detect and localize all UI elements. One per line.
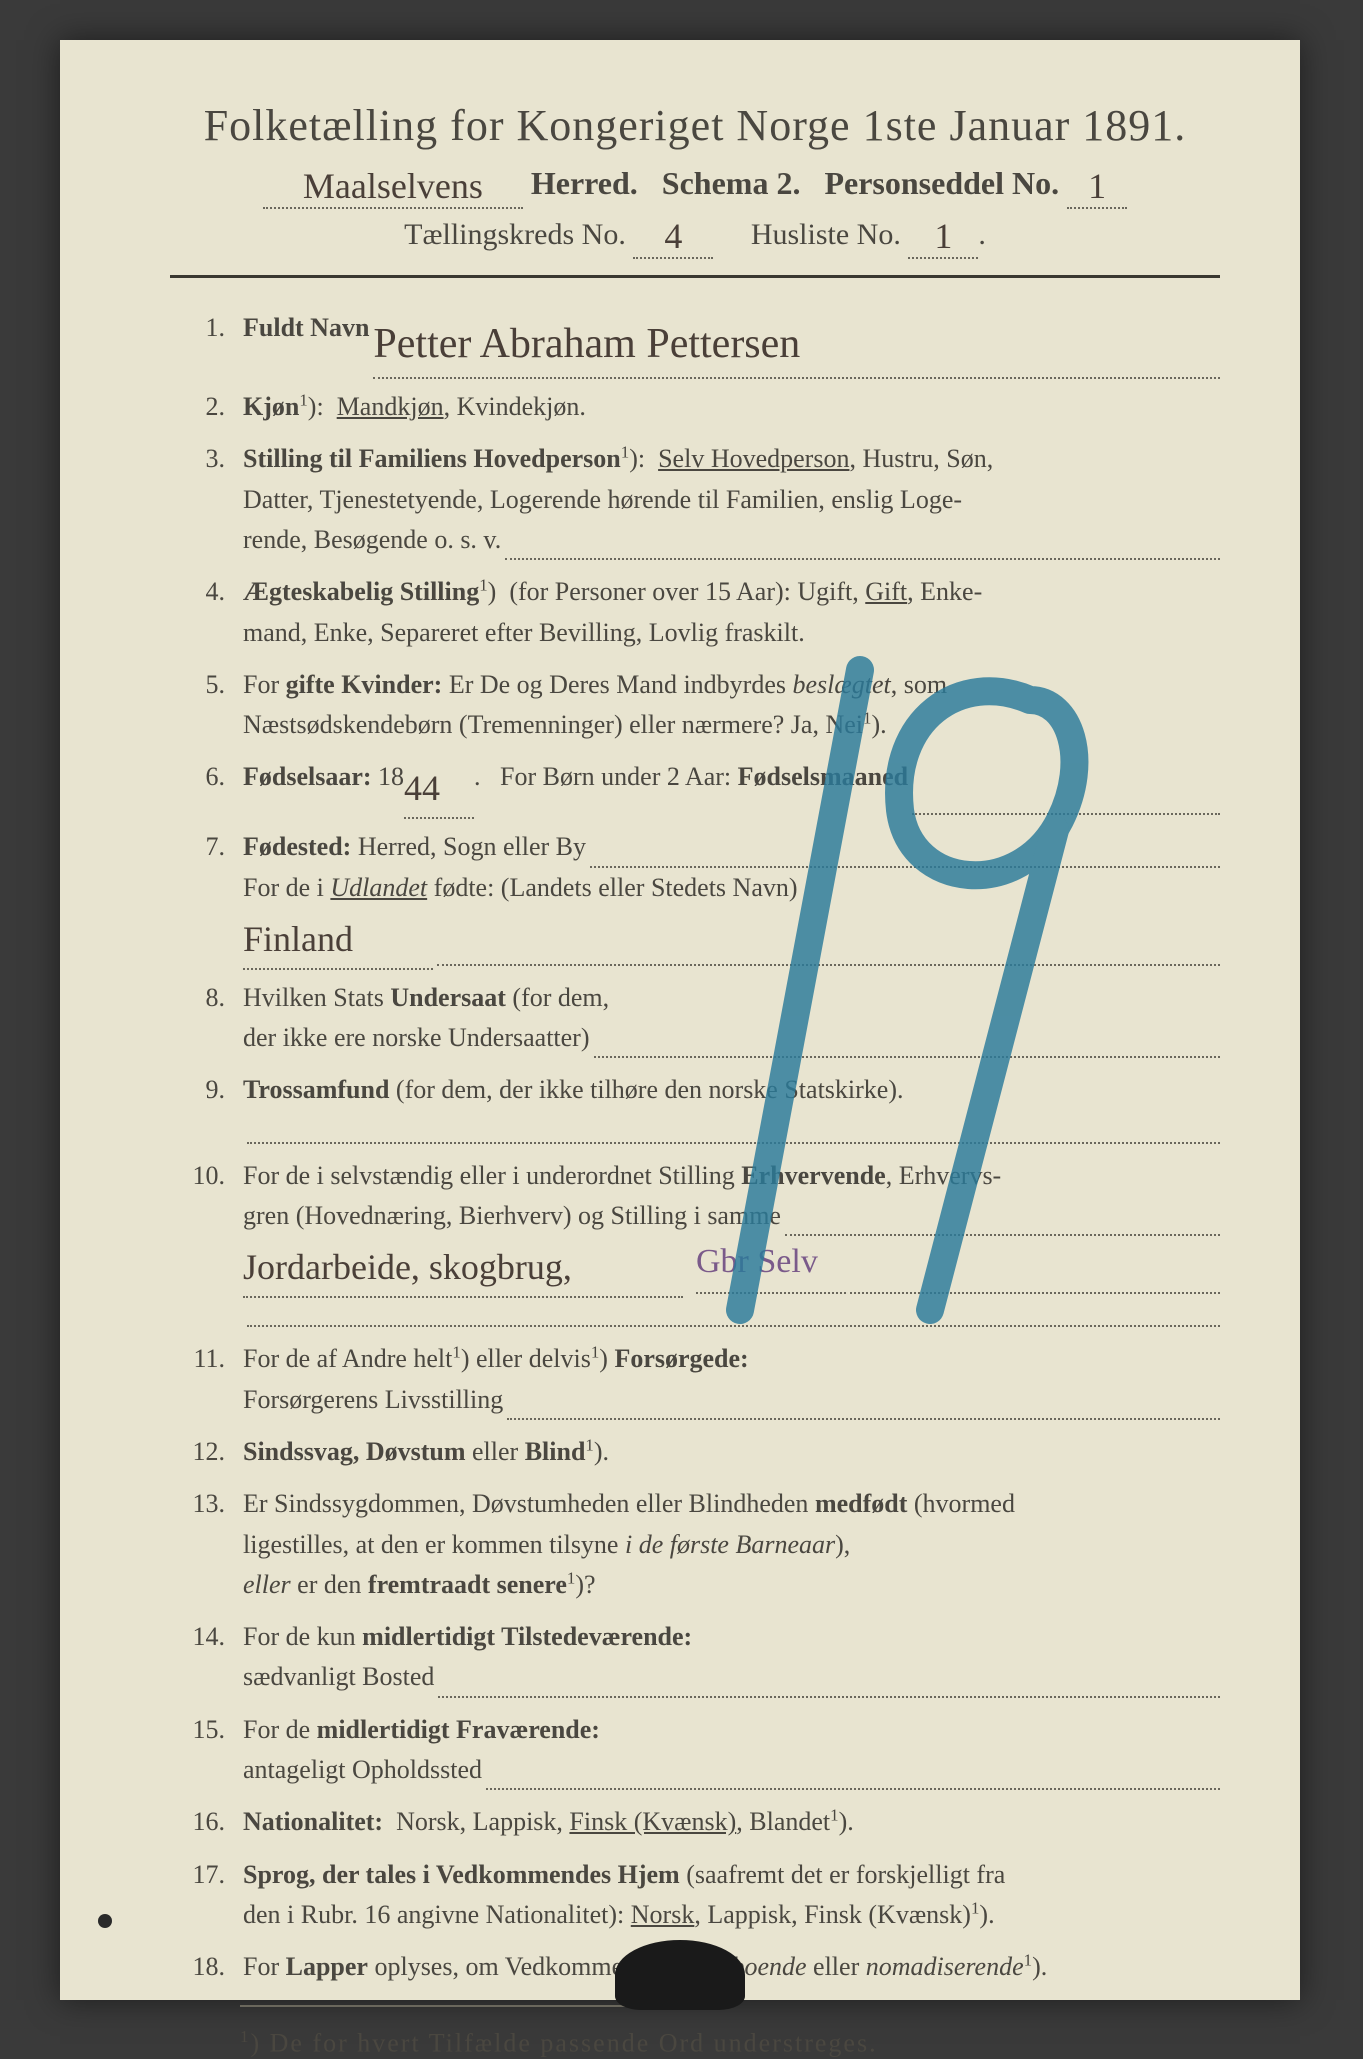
- field-8: 8. Hvilken Stats Undersaat (for dem, der…: [170, 978, 1220, 1059]
- person-no: 1: [1067, 165, 1127, 209]
- paper-tear: [615, 1940, 745, 2010]
- header-line-1: Maalselvens Herred. Schema 2. Personsedd…: [170, 161, 1220, 205]
- occupation-value: Jordarbeide, skogbrug,: [243, 1240, 683, 1298]
- full-name-value: Petter Abraham Pettersen: [373, 312, 1220, 379]
- field-15: 15. For de midlertidigt Fraværende: anta…: [170, 1710, 1220, 1791]
- pin-hole: [98, 1914, 112, 1928]
- field-4: 4. Ægteskabelig Stilling1) (for Personer…: [170, 572, 1220, 653]
- position-selected: Selv Hovedperson: [658, 444, 849, 473]
- field-17: 17. Sprog, der tales i Vedkommendes Hjem…: [170, 1855, 1220, 1936]
- field-13: 13. Er Sindssygdommen, Døvstumheden elle…: [170, 1484, 1220, 1605]
- main-title: Folketælling for Kongeriget Norge 1ste J…: [170, 100, 1220, 151]
- birthplace-value: Finland: [243, 912, 433, 970]
- herred-value: Maalselvens: [263, 165, 523, 209]
- field-16: 16. Nationalitet: Norsk, Lappisk, Finsk …: [170, 1802, 1220, 1842]
- field-12: 12. Sindssvag, Døvstum eller Blind1).: [170, 1432, 1220, 1472]
- footnote-divider: [240, 2005, 660, 2007]
- field-3: 3. Stilling til Familiens Hovedperson1):…: [170, 439, 1220, 560]
- header-line-2: Tællingskreds No. 4 Husliste No. 1.: [170, 211, 1220, 255]
- footnote: 1) De for hvert Tilfælde passende Ord un…: [170, 2027, 1220, 2059]
- language-selected: Norsk: [631, 1900, 695, 1929]
- birth-year: 44: [404, 761, 474, 819]
- field-14: 14. For de kun midlertidigt Tilstedevære…: [170, 1617, 1220, 1698]
- field-5: 5. For gifte Kvinder: Er De og Deres Man…: [170, 665, 1220, 746]
- occupation-value-2: Gbr Selv: [696, 1236, 846, 1294]
- nationality-selected: Finsk (Kvænsk): [569, 1807, 736, 1836]
- field-2: 2. Kjøn1): Mandkjøn, Kvindekjøn.: [170, 387, 1220, 427]
- marital-selected: Gift: [865, 577, 907, 606]
- kreds-no: 4: [633, 215, 713, 259]
- field-11: 11. For de af Andre helt1) eller delvis1…: [170, 1339, 1220, 1420]
- field-7: 7. Fødested: Herred, Sogn eller By For d…: [170, 827, 1220, 965]
- field-9: 9. Trossamfund (for dem, der ikke tilhør…: [170, 1070, 1220, 1143]
- field-10: 10. For de i selvstændig eller i underor…: [170, 1156, 1220, 1328]
- field-1: 1. Fuldt Navn Petter Abraham Pettersen: [170, 308, 1220, 375]
- sex-selected: Mandkjøn: [337, 392, 444, 421]
- field-6: 6. Fødselsaar: 1844. For Børn under 2 Aa…: [170, 757, 1220, 815]
- census-document: Folketælling for Kongeriget Norge 1ste J…: [60, 40, 1300, 2000]
- divider: [170, 275, 1220, 278]
- husliste-no: 1: [908, 215, 978, 259]
